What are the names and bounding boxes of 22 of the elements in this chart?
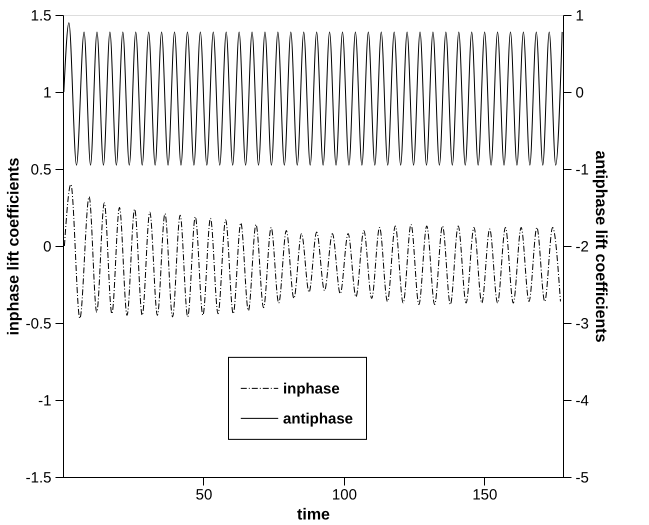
y-axis-title: inphase lift coefficients xyxy=(6,157,23,336)
legend-label: inphase xyxy=(283,380,340,398)
x-tick-label: 100 xyxy=(332,486,357,504)
y2-tick-label: 0 xyxy=(576,84,584,102)
y-tick-label: -1 xyxy=(38,392,52,410)
legend-label: antiphase xyxy=(283,410,354,428)
y2-tick-label: -4 xyxy=(576,392,589,410)
y2-tick-label: -3 xyxy=(576,316,589,332)
y-tick-label: 1 xyxy=(43,84,52,102)
y2-tick-label: -2 xyxy=(576,238,589,256)
y2-tick-label: -5 xyxy=(576,470,589,486)
y2-tick-label: 1 xyxy=(576,8,584,24)
x-axis-title: time xyxy=(297,506,330,524)
x-tick-label: 150 xyxy=(472,486,498,504)
y2-tick-label: -1 xyxy=(576,162,589,178)
y-tick-label: -0.5 xyxy=(26,316,52,332)
x-tick-label: 50 xyxy=(196,486,212,504)
y2-axis-title: antiphase lift coefficients xyxy=(592,150,609,343)
y-tick-label: 0 xyxy=(43,238,52,256)
y-tick-label: 1.5 xyxy=(30,8,52,24)
y-tick-label: 0.5 xyxy=(30,162,52,178)
y-tick-label: -1.5 xyxy=(26,470,52,486)
